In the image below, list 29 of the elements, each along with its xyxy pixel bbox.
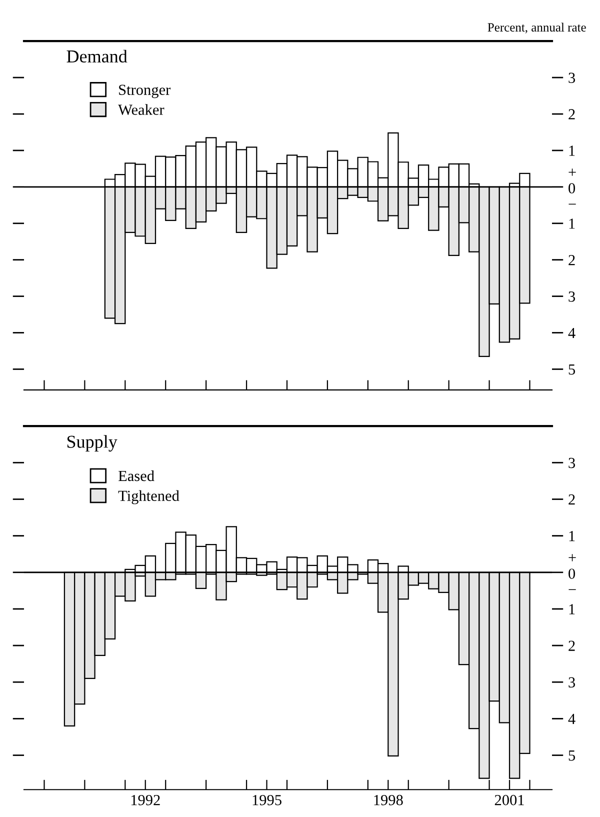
y-tick-label: 2 (568, 494, 575, 505)
y-tick-label: 1 (569, 531, 575, 542)
y-tick-label: 2 (568, 255, 575, 266)
x-tick-label: 1998 (374, 794, 403, 806)
y-tick-label: 1 (569, 218, 575, 229)
y-tick-label: 3 (568, 291, 576, 302)
y-tick-label: 4 (568, 714, 576, 724)
y-tick-label: 3 (568, 458, 576, 468)
legend-label: Tightened (118, 490, 180, 504)
y-tick-label: + 0 − (568, 168, 576, 205)
y-tick-label: 4 (568, 328, 576, 338)
y-tick-label: 3 (568, 72, 576, 83)
y-tick-label: 5 (568, 364, 576, 375)
y-tick-label: 2 (568, 640, 575, 651)
y-tick-label: 1 (569, 146, 575, 156)
legend-label: Eased (118, 470, 154, 482)
x-tick-label: 2001 (494, 794, 524, 806)
legend-label: Stronger (119, 84, 171, 98)
y-tick-label: 3 (568, 677, 576, 688)
x-tick-label: 1992 (131, 794, 160, 806)
y-tick-label: 1 (569, 604, 575, 614)
text: Percent, annual rate (488, 22, 586, 34)
chart-title: Supply (67, 435, 118, 452)
x-tick-label: 1995 (252, 794, 282, 806)
y-tick-label: 5 (568, 750, 576, 761)
y-tick-label: + 0 − (568, 554, 576, 590)
legend-label: Weaker (118, 104, 164, 116)
y-tick-label: 2 (568, 109, 575, 120)
chart-title: Demand (66, 50, 128, 63)
